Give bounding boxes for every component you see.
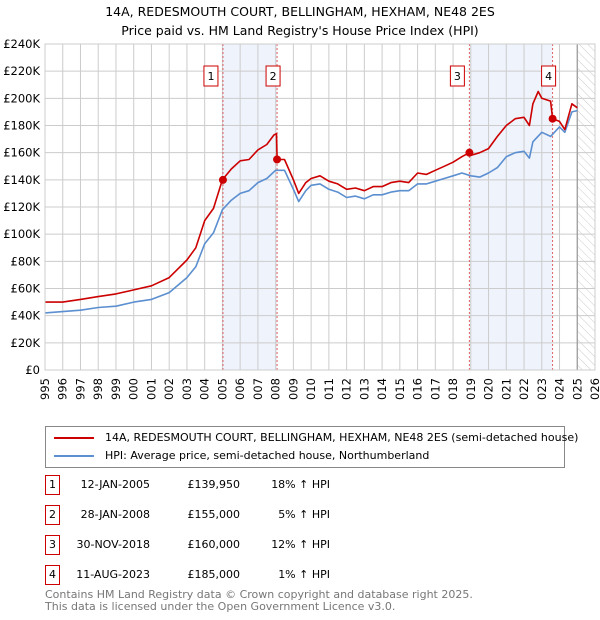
footer-licence: This data is licensed under the Open Gov…	[45, 600, 396, 613]
x-tick-label: 2013	[357, 378, 371, 400]
x-tick-label: 2026	[588, 378, 600, 400]
sale-hpi-diff: 5% ↑ HPI	[278, 508, 330, 521]
x-tick-label: 2004	[198, 378, 212, 400]
y-tick-label: £140K	[3, 173, 40, 187]
sale-point	[465, 148, 474, 157]
sale-point	[218, 175, 227, 184]
legend-swatch-blue	[54, 454, 94, 457]
x-tick-label: 2003	[180, 378, 194, 400]
sale-marker-box: 3	[45, 535, 60, 555]
sale-hpi-diff: 12% ↑ HPI	[271, 538, 330, 551]
sale-marker-box	[203, 65, 219, 87]
x-tick-label: 2024	[553, 378, 567, 400]
y-tick-label: £180K	[3, 119, 40, 133]
sale-hpi-diff: 1% ↑ HPI	[278, 568, 330, 581]
table-row: 4 11-AUG-2023 £185,000 1% ↑ HPI	[45, 565, 445, 585]
y-tick-label: £120K	[3, 200, 40, 214]
legend-item-hpi: HPI: Average price, semi-detached house,…	[54, 449, 429, 462]
sale-date: 11-AUG-2023	[76, 568, 150, 581]
x-tick-label: 2001	[144, 378, 158, 400]
y-tick-label: £160K	[3, 146, 40, 160]
table-row: 2 28-JAN-2008 £155,000 5% ↑ HPI	[45, 505, 445, 525]
x-tick-label: 1997	[73, 378, 87, 400]
x-tick-label: 2011	[322, 378, 336, 400]
price-chart: 14A, REDESMOUTH COURT, BELLINGHAM, HEXHA…	[3, 4, 600, 400]
x-tick-label: 1995	[38, 378, 52, 400]
y-tick-label: £80K	[11, 254, 41, 268]
x-tick-label: 2008	[269, 378, 283, 400]
property-price-line	[45, 90, 578, 303]
sale-date: 12-JAN-2005	[80, 478, 150, 491]
y-tick-label: £100K	[3, 227, 40, 241]
sale-marker-label: 2	[270, 70, 277, 83]
y-tick-label: £40K	[11, 309, 41, 323]
x-tick-label: 2023	[535, 378, 549, 400]
chart-legend: 14A, REDESMOUTH COURT, BELLINGHAM, HEXHA…	[45, 426, 578, 468]
sale-point	[273, 155, 282, 164]
chart-subtitle: Price paid vs. HM Land Registry's House …	[121, 23, 478, 38]
x-tick-label: 2005	[215, 378, 229, 400]
sale-marker-box	[265, 65, 281, 87]
x-tick-label: 2021	[499, 378, 513, 400]
x-tick-label: 2014	[375, 378, 389, 400]
sale-price: £139,950	[187, 478, 241, 491]
sale-marker-box: 1	[45, 475, 60, 495]
sale-date: 30-NOV-2018	[76, 538, 150, 551]
chart-title: 14A, REDESMOUTH COURT, BELLINGHAM, HEXHA…	[105, 4, 495, 19]
sale-point	[548, 114, 557, 123]
x-tick-label: 2019	[464, 378, 478, 400]
x-tick-label: 2022	[517, 378, 531, 400]
sale-marker-label: 3	[454, 70, 461, 83]
x-tick-label: 2007	[251, 378, 265, 400]
sale-date: 28-JAN-2008	[80, 508, 150, 521]
y-tick-label: £200K	[3, 91, 40, 105]
x-tick-label: 2009	[286, 378, 300, 400]
x-tick-label: 2016	[411, 378, 425, 400]
y-tick-label: £240K	[3, 37, 40, 51]
x-tick-label: 1996	[56, 378, 70, 400]
legend-label-hpi: HPI: Average price, semi-detached house,…	[105, 449, 430, 462]
y-tick-label: £0	[25, 363, 40, 377]
sale-marker-box	[449, 65, 465, 87]
sale-price: £185,000	[187, 568, 241, 581]
sale-marker-box	[541, 65, 557, 87]
y-tick-label: £220K	[3, 64, 40, 78]
x-tick-label: 2006	[233, 378, 247, 400]
x-tick-label: 2020	[482, 378, 496, 400]
x-tick-label: 2000	[127, 378, 141, 400]
sale-marker-box: 2	[45, 505, 60, 525]
x-tick-label: 1999	[109, 378, 123, 400]
sale-marker-label: 1	[207, 70, 214, 83]
x-tick-label: 2017	[428, 378, 442, 400]
x-tick-label: 2010	[304, 378, 318, 400]
x-tick-label: 2012	[340, 378, 354, 400]
y-tick-label: £20K	[11, 336, 41, 350]
plot-border	[44, 43, 596, 371]
table-row: 3 30-NOV-2018 £160,000 12% ↑ HPI	[45, 535, 445, 555]
x-tick-label: 1998	[91, 378, 105, 400]
hpi-line	[44, 109, 578, 314]
sale-price: £155,000	[187, 508, 241, 521]
sale-marker-label: 4	[545, 70, 552, 83]
x-tick-label: 2018	[446, 378, 460, 400]
x-tick-label: 2025	[570, 378, 584, 400]
y-tick-label: £60K	[11, 282, 41, 296]
x-tick-label: 2002	[162, 378, 176, 400]
legend-item-property: 14A, REDESMOUTH COURT, BELLINGHAM, HEXHA…	[54, 431, 578, 444]
table-row: 1 12-JAN-2005 £139,950 18% ↑ HPI	[45, 475, 445, 495]
sale-price: £160,000	[187, 538, 241, 551]
legend-label-property: 14A, REDESMOUTH COURT, BELLINGHAM, HEXHA…	[105, 431, 579, 444]
sale-hpi-diff: 18% ↑ HPI	[271, 478, 330, 491]
x-tick-label: 2015	[393, 378, 407, 400]
footer-copyright: Contains HM Land Registry data © Crown c…	[45, 588, 473, 601]
footer: Contains HM Land Registry data © Crown c…	[45, 589, 473, 613]
sale-marker-box: 4	[45, 565, 60, 585]
legend-swatch-red	[54, 436, 94, 439]
